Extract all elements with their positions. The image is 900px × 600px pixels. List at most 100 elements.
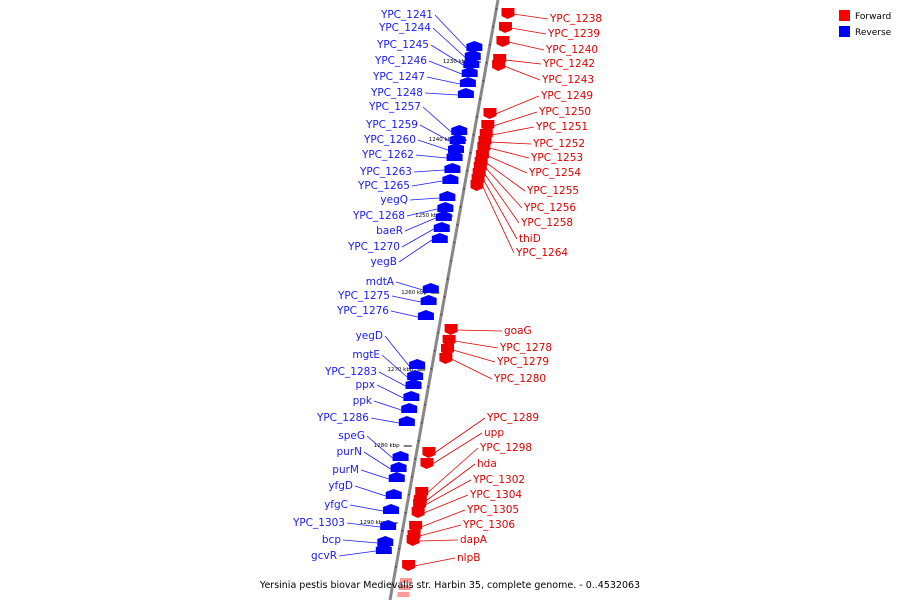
forward-gene-label: YPC_1253 xyxy=(530,152,583,164)
reverse-gene-link xyxy=(398,239,433,263)
reverse-gene-block xyxy=(439,191,456,201)
reverse-gene-block xyxy=(383,504,400,514)
forward-gene-label: YPC_1252 xyxy=(532,138,585,150)
reverse-gene-block xyxy=(375,544,392,554)
axis-dot xyxy=(466,170,468,172)
forward-gene-block xyxy=(442,335,456,346)
axis-dot xyxy=(482,80,485,82)
axis-dot xyxy=(421,422,423,424)
reverse-gene-block xyxy=(409,359,426,369)
reverse-gene-link xyxy=(391,295,421,303)
reverse-gene-label: yegD xyxy=(356,330,383,342)
reverse-gene-block xyxy=(420,295,437,305)
reverse-gene-link xyxy=(419,124,450,142)
reverse-gene-block xyxy=(442,174,459,184)
axis-dot xyxy=(476,116,478,118)
forward-gene-label: YPC_1279 xyxy=(496,356,549,368)
reverse-gene-label: YPC_1241 xyxy=(380,9,433,21)
forward-gene-link xyxy=(423,494,469,514)
reverse-gene-link xyxy=(424,92,458,96)
reverse-gene-link xyxy=(422,106,452,133)
legend-label-reverse: Reverse xyxy=(855,28,892,38)
reverse-gene-block xyxy=(385,489,402,499)
reverse-gene-link xyxy=(363,451,391,470)
axis-dot xyxy=(427,386,430,388)
reverse-gene-label: mgtE xyxy=(352,349,380,361)
forward-gene-link xyxy=(510,27,547,35)
forward-gene-link xyxy=(493,111,538,127)
reverse-gene-block xyxy=(380,520,397,530)
reverse-gene-link xyxy=(406,208,438,217)
genome-caption: Yersinia pestis biovar Medievalis str. H… xyxy=(259,580,640,591)
reverse-gene-label: ppk xyxy=(353,395,373,407)
reverse-gene-block xyxy=(459,77,476,87)
axis-dot xyxy=(456,224,459,226)
forward-gene-link xyxy=(483,179,518,240)
forward-gene-label: YPC_1305 xyxy=(466,504,519,516)
reverse-gene-link xyxy=(370,417,399,424)
reverse-gene-block xyxy=(433,222,450,232)
forward-gene-label: YPC_1256 xyxy=(523,202,576,214)
reverse-gene-block xyxy=(461,67,478,77)
forward-gene-label: YPC_1302 xyxy=(472,474,525,486)
forward-gene-label: hda xyxy=(477,458,497,470)
axis-dot xyxy=(492,26,494,28)
reverse-gene-label: purN xyxy=(337,446,363,458)
reverse-gene-label: YPC_1270 xyxy=(347,241,400,253)
reverse-gene-link xyxy=(426,76,460,85)
reverse-gene-label: YPC_1246 xyxy=(374,55,427,67)
reverse-gene-block xyxy=(457,88,474,98)
reverse-gene-label: baeR xyxy=(376,225,403,237)
forward-gene-block xyxy=(409,521,423,532)
reverse-gene-label: YPC_1276 xyxy=(336,305,389,317)
axis-dot xyxy=(453,242,455,244)
reverse-gene-link xyxy=(384,335,410,367)
forward-gene-link xyxy=(503,65,541,81)
axis-dot xyxy=(424,404,426,406)
forward-gene-block xyxy=(496,36,510,47)
forward-gene-label: YPC_1242 xyxy=(542,58,595,70)
reverse-gene-label: YPC_1286 xyxy=(316,412,369,424)
axis-dot xyxy=(495,8,498,10)
reverse-gene-label: gcvR xyxy=(311,550,337,562)
reverse-gene-link xyxy=(376,384,404,399)
axis-dot xyxy=(430,368,433,370)
reverse-gene-link xyxy=(434,14,467,49)
legend: Forward Reverse xyxy=(839,10,892,38)
forward-gene-block xyxy=(420,458,434,469)
forward-gene-link xyxy=(425,463,476,502)
forward-gene-link xyxy=(432,432,483,465)
reverse-gene-label: bcp xyxy=(322,534,341,546)
forward-gene-label: dapA xyxy=(460,534,488,546)
forward-gene-link xyxy=(485,167,523,209)
axis-dot xyxy=(446,278,449,280)
reverse-gene-block xyxy=(466,41,483,51)
axis-dot xyxy=(472,134,475,136)
forward-gene-label: YPC_1239 xyxy=(547,28,600,40)
axis-dot xyxy=(443,296,446,298)
axis-dot xyxy=(404,512,407,514)
forward-gene-label: nlpB xyxy=(457,552,480,564)
axis-dot xyxy=(401,530,404,532)
axis-dot xyxy=(411,476,413,478)
reverse-gene-label: YPC_1244 xyxy=(378,22,431,34)
axis-dot xyxy=(391,584,394,586)
forward-gene-link xyxy=(454,340,499,349)
forward-gene-label: YPC_1251 xyxy=(535,121,588,133)
reverse-gene-label: yegB xyxy=(370,256,397,268)
forward-gene-link xyxy=(487,155,528,174)
reverse-gene-link xyxy=(354,485,386,497)
reverse-gene-block xyxy=(405,379,422,389)
reverse-gene-block xyxy=(401,403,418,413)
forward-gene-label: YPC_1289 xyxy=(486,412,539,424)
forward-gene-link xyxy=(420,509,466,528)
reverse-gene-link xyxy=(413,169,445,173)
forward-gene-block xyxy=(398,585,411,590)
reverse-gene-block xyxy=(451,125,468,135)
forward-gene-link xyxy=(513,13,549,20)
reverse-gene-link xyxy=(338,550,376,557)
forward-gene-link xyxy=(456,329,503,332)
axis-dot xyxy=(469,152,472,154)
axis-dot xyxy=(485,62,488,64)
